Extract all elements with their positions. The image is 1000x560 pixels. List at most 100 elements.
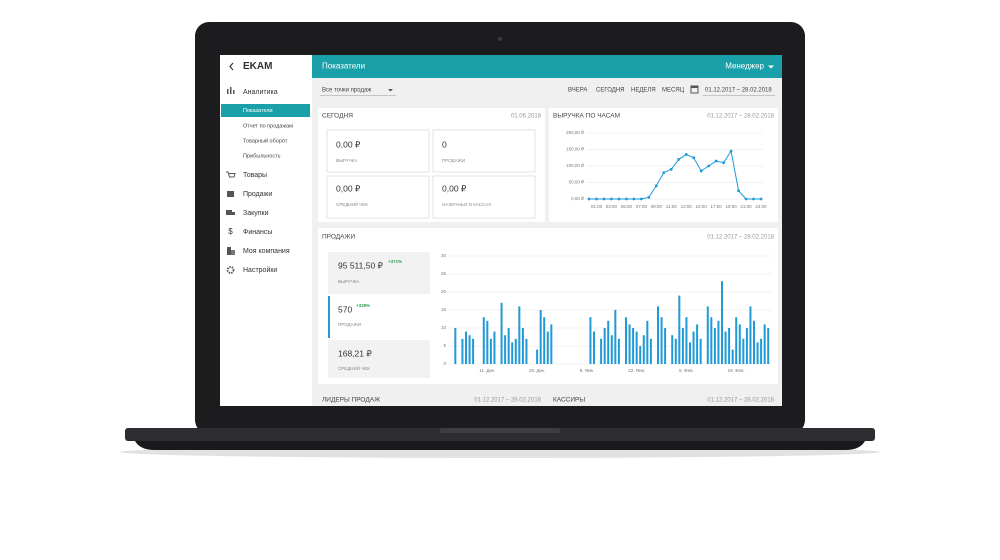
tile-value: 0,00 ₽ xyxy=(336,183,361,193)
menu-item[interactable]: Аналитика xyxy=(243,89,278,96)
metric-change: +338% xyxy=(356,303,370,308)
menu-active xyxy=(221,104,310,117)
logo[interactable]: EKAM xyxy=(243,61,272,72)
point xyxy=(632,197,636,201)
point xyxy=(624,197,628,201)
bar xyxy=(689,342,691,364)
bar xyxy=(589,317,592,364)
point xyxy=(602,197,606,201)
icon xyxy=(227,247,231,255)
metric-change: +371% xyxy=(388,259,402,264)
dropdown-arrow xyxy=(388,89,393,92)
tile-label: ПРОДАЖИ xyxy=(442,158,465,163)
period[interactable]: СЕГОДНЯ xyxy=(596,88,625,94)
bar xyxy=(550,324,553,364)
point xyxy=(744,197,748,201)
point xyxy=(639,197,643,201)
menu-item[interactable]: Моя компания xyxy=(243,248,290,255)
bar xyxy=(507,328,510,364)
bar xyxy=(635,331,638,364)
bar xyxy=(461,338,464,364)
bar xyxy=(543,317,546,364)
metric-label: ПРОДАЖИ xyxy=(338,322,361,327)
bar xyxy=(600,338,603,364)
bar xyxy=(664,328,667,364)
x-tick-label: 01:00 xyxy=(591,204,603,209)
menu-item[interactable]: Финансы xyxy=(243,229,272,236)
y-tick-label: 25 xyxy=(441,271,447,276)
menu-item[interactable]: Продажи xyxy=(243,191,272,198)
tile xyxy=(326,175,430,219)
chart-subtitle: 01.12.2017 – 28.02.2018 xyxy=(707,114,774,120)
metric-tile[interactable] xyxy=(328,296,430,338)
y-tick-label: 20 xyxy=(441,289,447,294)
icon xyxy=(233,90,235,94)
submenu-item[interactable]: Показатели xyxy=(243,108,273,114)
screen: EKAM Аналитика Показатели Отчет по прода… xyxy=(220,55,782,406)
tile xyxy=(432,129,536,173)
x-tick-label: 11. Дек. xyxy=(479,368,495,373)
x-tick-label: 22. Янв. xyxy=(628,368,645,373)
date-range[interactable]: 01.12.2017 – 28.02.2018 xyxy=(705,88,772,94)
point xyxy=(587,197,591,201)
y-tick-label: 30 xyxy=(441,253,447,258)
point xyxy=(617,197,621,201)
icon xyxy=(226,266,235,274)
bar xyxy=(642,335,645,364)
user-menu[interactable]: Менеджер xyxy=(725,62,764,71)
bar xyxy=(486,320,489,364)
x-tick-label: 23:00 xyxy=(755,204,767,209)
bar xyxy=(696,324,699,364)
metric-tile[interactable] xyxy=(328,340,430,378)
bar xyxy=(504,335,507,364)
tile-value: 0,00 ₽ xyxy=(442,183,467,193)
submenu-item[interactable]: Прибыльность xyxy=(243,153,281,159)
menu-item[interactable]: Товары xyxy=(243,172,267,179)
store-select[interactable]: Все точки продаж xyxy=(322,88,371,94)
bar xyxy=(593,331,595,364)
metric-value: 95 511,50 ₽ xyxy=(338,260,384,270)
bar xyxy=(521,328,524,364)
submenu-item[interactable]: Отчет по продажам xyxy=(243,123,293,129)
x-tick-label: 09:00 xyxy=(651,204,663,209)
metric-tile[interactable] xyxy=(328,252,430,294)
menu-item[interactable]: Закупки xyxy=(243,210,269,217)
point xyxy=(647,195,651,199)
bar xyxy=(660,317,663,364)
bar xyxy=(674,338,677,364)
y-tick-label: 100,00 ₽ xyxy=(566,163,585,168)
x-tick-label: 5. Фев. xyxy=(679,368,694,373)
bar xyxy=(617,338,620,364)
point xyxy=(737,189,740,193)
x-tick-label: 05:00 xyxy=(621,204,633,209)
laptop-base xyxy=(125,428,875,441)
back-button[interactable] xyxy=(229,62,234,71)
bar xyxy=(514,338,517,364)
tile-label: ВЫРУЧКА xyxy=(336,158,357,163)
period[interactable]: ВЧЕРА xyxy=(568,88,587,94)
chart-title: ВЫРУЧКА ПО ЧАСАМ xyxy=(553,113,620,120)
tile-label: СРЕДНИЙ ЧЕК xyxy=(336,200,368,207)
card-date: 01.12.2017 – 28.02.2018 xyxy=(474,398,541,404)
period[interactable]: МЕСЯЦ xyxy=(662,88,685,94)
bar xyxy=(468,335,471,364)
chart-subtitle: 01.12.2017 – 28.02.2018 xyxy=(707,235,774,241)
bar xyxy=(546,331,549,364)
bar xyxy=(767,328,770,364)
page-title: Показатели xyxy=(322,62,365,71)
period[interactable]: НЕДЕЛЯ xyxy=(631,88,656,94)
metric-value: 570 xyxy=(338,304,352,314)
x-tick-label: 8. Янв. xyxy=(580,368,594,373)
y-tick-label: 15 xyxy=(441,307,447,312)
bar xyxy=(657,306,659,364)
charts: 0,00 ₽50,00 ₽100,00 ₽150,00 ₽200,00 ₽01:… xyxy=(441,130,772,373)
x-tick-label: 21:00 xyxy=(740,204,752,209)
bar xyxy=(493,331,496,364)
menu-item[interactable]: Настройки xyxy=(243,266,277,274)
bar xyxy=(610,335,613,364)
bar xyxy=(678,295,681,364)
bar xyxy=(472,338,475,364)
bar xyxy=(482,317,485,364)
submenu-item[interactable]: Товарный оборот xyxy=(243,137,288,144)
